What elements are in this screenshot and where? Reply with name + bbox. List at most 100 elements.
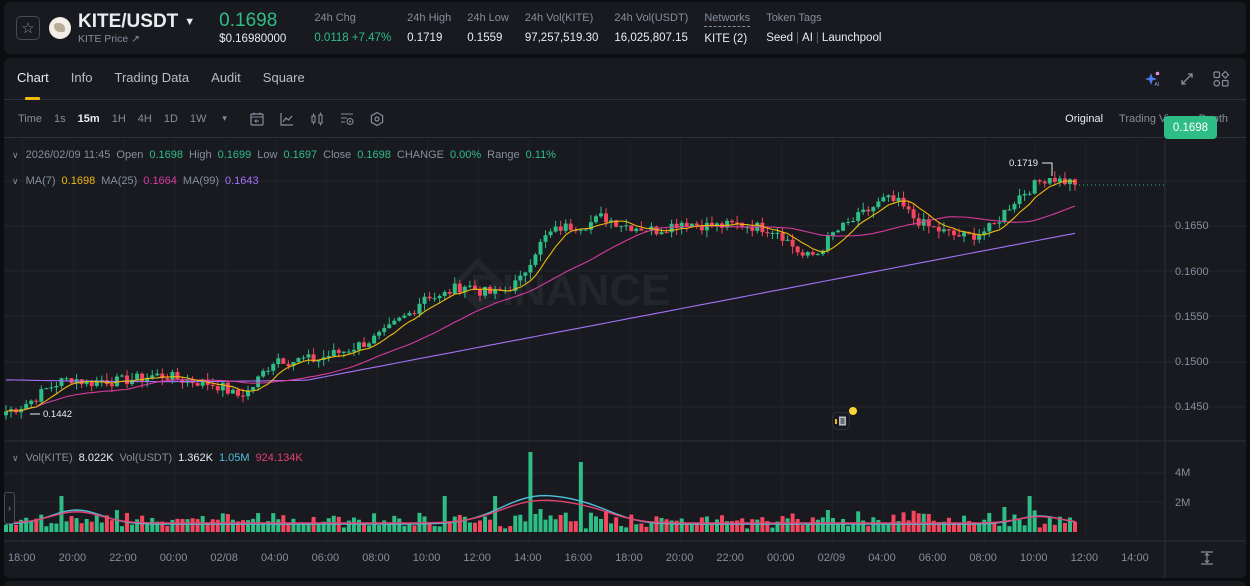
volume-axis-label: 2M [1175,497,1191,509]
price-axis-label: 0.1450 [1175,401,1209,413]
vol-ma-a-value: 1.05M [218,452,250,464]
stat-24h-low: 24h Low 0.1559 [467,11,509,45]
candle-type-icon[interactable] [309,111,325,127]
time-axis-label: 02/08 [210,552,238,564]
stat-label: 24h Low [467,12,509,24]
layout-grid-icon[interactable] [1212,70,1230,88]
interval-4h[interactable]: 4H [137,112,152,125]
volume-axis-label: 4M [1175,467,1191,479]
time-axis-label: 08:00 [969,552,997,564]
current-price-tag: 0.1698 [1164,116,1217,139]
expand-panel-handle[interactable]: › [4,492,15,524]
expand-icon[interactable] [1178,70,1196,88]
panel-tabs: Chart Info Trading Data Audit Square AI [4,58,1246,100]
tab-square[interactable]: Square [262,69,305,85]
collapse-chevron-icon[interactable]: ∨ [12,175,19,186]
time-axis-label: 10:00 [412,552,441,564]
legend-open: 0.1698 [149,149,183,161]
svg-text:AI: AI [1155,82,1160,88]
legend-datetime: 2026/02/09 11:45 [25,149,111,161]
ohlc-legend: ∨ 2026/02/09 11:45 Open 0.1698 High 0.1699… [12,149,556,161]
time-axis-label: 06:00 [311,552,340,564]
ma25-value: 0.1664 [143,175,177,187]
time-axis-label: 22:00 [716,552,744,564]
tab-audit[interactable]: Audit [211,69,241,85]
last-price: 0.1698 [219,10,278,31]
legend-low: 0.1697 [283,149,318,161]
stat-24h-change: 24h Chg 0.0118 +7.47% [314,11,391,45]
tag-ai[interactable]: AI [802,32,813,44]
ma7-value: 0.1698 [61,175,96,187]
stat-value: 16,025,807.15 [614,32,688,44]
stat-label: 24h High [407,12,452,24]
hexagon-settings-icon[interactable] [369,111,385,127]
collapse-chevron-icon[interactable]: ∨ [12,452,19,463]
legend-low-label: Low [257,149,278,161]
tab-trading-data[interactable]: Trading Data [114,69,190,85]
tab-chart[interactable]: Chart [17,58,49,100]
vol-usdt-value: 1.362K [178,452,213,464]
symbol-name: KITE/USDT [78,10,179,32]
time-axis-label: 22:00 [109,552,137,564]
tag-launchpool[interactable]: Launchpool [821,32,882,44]
stat-value: KITE (2) [704,32,748,45]
price-axis-label: 0.1600 [1175,266,1209,278]
time-axis-label: 18:00 [8,552,36,564]
tag-seed[interactable]: Seed [766,32,794,44]
legend-change: 0.00% [449,149,482,161]
interval-1h[interactable]: 1H [111,112,126,125]
favorite-star-button[interactable]: ☆ [16,16,40,40]
time-axis-label: 20:00 [665,552,694,564]
vol-usdt-label: Vol(USDT) [119,452,173,464]
tab-info[interactable]: Info [70,69,93,85]
legend-high-label: High [189,149,212,161]
ai-sparkle-icon[interactable]: AI [1144,70,1162,88]
stat-label[interactable]: Networks [704,11,751,27]
time-axis-label: 14:00 [514,552,542,564]
view-original[interactable]: Original [1065,113,1104,125]
time-axis-label: 12:00 [1070,552,1099,564]
fit-scale-icon[interactable] [1199,550,1215,566]
legend-close-label: Close [323,149,352,161]
price-axis-label: 0.1550 [1175,311,1209,323]
ma99-label: MA(99) [182,175,219,187]
collapse-chevron-icon[interactable]: ∨ [12,149,19,160]
ma25-label: MA(25) [101,175,138,187]
time-axis-label: 04:00 [261,552,289,564]
caret-down-icon: ▼ [184,15,196,28]
time-axis-label: 16:00 [564,552,593,564]
tag-separator: | [796,32,800,44]
indicator-icon[interactable] [279,111,295,127]
symbol-block: KITE/USDT ▼ KITE Price ↗ [78,11,195,46]
calendar-icon[interactable] [249,111,265,127]
interval-1d[interactable]: 1D [163,112,178,125]
legend-range: 0.11% [525,149,556,161]
time-axis-label: 20:00 [58,552,87,564]
low-marker-label: 0.1442 [43,409,73,420]
time-axis-label: 06:00 [918,552,947,564]
stat-label: 24h Chg [314,12,356,24]
bottom-panel-edge [4,581,1246,586]
stat-value: 0.0118 +7.47% [314,32,392,44]
interval-time[interactable]: Time [18,112,43,125]
usd-price: $0.16980000 [219,33,287,45]
stat-label: 24h Vol(USDT) [614,12,689,24]
time-axis-label: 08:00 [362,552,390,564]
symbol-selector[interactable]: KITE/USDT ▼ [78,11,195,33]
tab-icons: AI [1144,70,1230,88]
chart-settings-icon[interactable] [339,111,355,127]
chart-panel: Chart Info Trading Data Audit Square AI … [4,58,1246,578]
stat-value: 0.1719 [407,32,443,44]
coin-logo [49,17,71,39]
price-axis-label: 0.1650 [1175,220,1209,232]
interval-15m[interactable]: 15m [77,112,100,125]
interval-1w[interactable]: 1W [189,112,207,125]
legend-close: 0.1698 [357,149,391,161]
coin-price-link[interactable]: KITE Price ↗ [78,32,140,45]
interval-1s[interactable]: 1s [54,112,66,125]
news-event-icon[interactable] [832,412,850,430]
interval-more-dropdown[interactable]: ▾ [222,113,227,123]
tag-separator: | [815,32,819,44]
stat-networks[interactable]: Networks KITE (2) [704,11,751,46]
